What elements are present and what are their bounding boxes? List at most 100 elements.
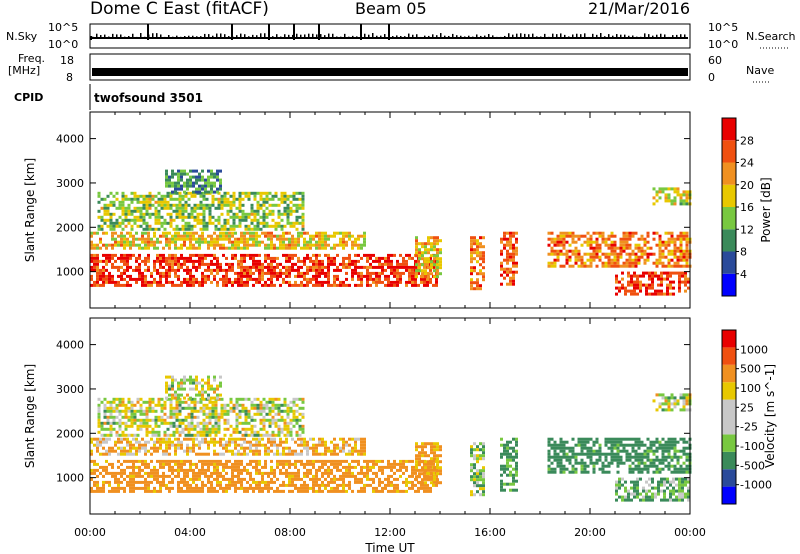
echo-cell [345,240,348,244]
echo-cell [408,486,411,490]
echo-cell [369,477,372,481]
echo-cell [217,200,221,204]
echo-cell [189,378,192,382]
echo-cell [274,397,278,401]
echo-cell [219,262,222,266]
echo-cell [372,277,375,281]
echo-cell [141,437,144,441]
echo-cell [366,471,369,475]
echo-cell [204,459,207,463]
echo-cell [336,446,339,450]
echo-cell [363,452,366,456]
nsky-bar [504,35,506,38]
echo-cell [637,255,641,259]
echo-cell [136,215,140,219]
echo-cell [369,253,372,257]
echo-cell [162,271,165,275]
echo-cell [184,415,188,419]
echo-cell [679,255,683,259]
echo-cell [144,240,147,244]
echo-cell [189,396,192,400]
echo-cell [252,443,255,447]
echo-cell [387,265,390,269]
echo-cell [375,459,378,463]
echo-cell [148,197,152,201]
echo-cell [357,462,360,466]
echo-cell [479,284,482,288]
echo-cell [345,443,348,447]
echo-cell [207,268,210,272]
nsky-bar [540,36,542,38]
echo-cell [306,268,309,272]
echo-cell [418,263,421,267]
nsky-spike [147,24,149,40]
echo-cell [276,256,279,260]
echo-cell [666,274,669,278]
echo-cell [229,433,233,437]
echo-cell [681,274,684,278]
echo-cell [342,240,345,244]
echo-cell [237,486,240,490]
echo-cell [145,421,149,425]
echo-cell [512,276,515,280]
echo-cell [274,221,278,225]
echo-cell [237,274,240,278]
echo-cell [192,443,195,447]
echo-cell [556,249,560,253]
echo-cell [261,265,264,269]
echo-cell [168,468,171,472]
echo-cell [503,267,506,271]
echo-cell [223,224,227,228]
echo-cell [198,246,201,250]
echo-cell [424,442,427,446]
echo-cell [102,280,105,284]
echo-cell [580,261,584,265]
echo-cell [679,196,683,200]
echo-cell [357,271,360,275]
echo-cell [144,256,147,260]
echo-cell [189,253,192,257]
echo-cell [669,271,672,275]
echo-cell [321,234,324,238]
echo-cell [120,253,123,257]
echo-cell [292,418,296,422]
echo-cell [256,203,260,207]
echo-cell [118,409,122,413]
echo-cell [645,292,648,296]
echo-cell [280,224,284,228]
echo-cell [270,268,273,272]
echo-cell [177,234,180,238]
echo-cell [103,433,107,437]
echo-cell [97,200,101,204]
echo-cell [482,275,485,279]
echo-cell [189,483,192,487]
echo-cell [150,274,153,278]
echo-cell [306,489,309,493]
echo-cell [580,258,584,262]
echo-cell [177,268,180,272]
echo-cell [270,277,273,281]
echo-cell [159,465,162,469]
echo-cell [255,243,258,247]
echo-cell [405,459,408,463]
echo-cell [348,253,351,257]
echo-cell [439,481,442,485]
echo-cell [154,221,158,225]
echo-cell [159,234,162,238]
echo-cell [509,452,512,456]
echo-cell [207,178,210,182]
echo-cell [165,256,168,260]
echo-cell [473,257,476,261]
echo-cell [153,474,156,478]
echo-cell [253,406,257,410]
echo-cell [363,471,366,475]
echo-cell [132,437,135,441]
echo-cell [565,249,569,253]
echo-cell [208,430,212,434]
echo-cell [115,409,119,413]
echo-cell [512,273,515,277]
echo-cell [363,231,366,235]
echo-cell [261,477,264,481]
echo-cell [196,218,200,222]
echo-cell [258,268,261,272]
